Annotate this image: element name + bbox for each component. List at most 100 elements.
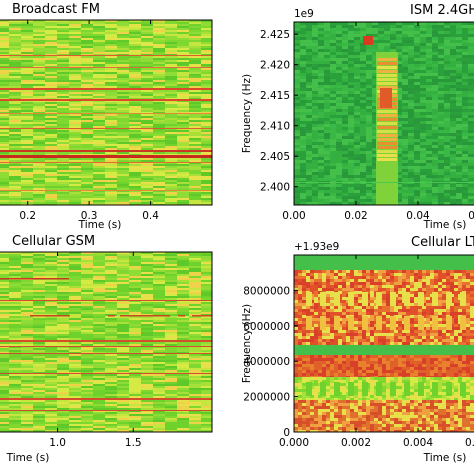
spectrogram-cell	[93, 354, 105, 356]
spectrogram-cell	[165, 306, 177, 308]
spectrogram-cell	[45, 270, 57, 272]
spectrogram-cell	[129, 260, 141, 262]
spectrogram-cell	[450, 106, 456, 109]
spectrogram-cell	[153, 136, 165, 138]
spectrogram-cell	[33, 316, 45, 318]
spectrogram-cell	[294, 52, 300, 55]
spectrogram-cell	[81, 276, 93, 278]
spectrogram-cell	[9, 122, 21, 124]
spectrogram-cell	[366, 67, 372, 70]
spectrogram-cell	[360, 76, 366, 79]
spectrogram-cell	[462, 133, 468, 136]
spectrogram-cell	[468, 55, 474, 58]
spectrogram-cell	[0, 324, 9, 326]
spectrogram-cell	[153, 140, 165, 142]
spectrogram-cell	[330, 34, 336, 37]
spectrogram-cell	[93, 118, 105, 120]
spectrogram-cell	[189, 36, 201, 38]
spectrogram-cell	[468, 61, 474, 64]
spectrogram-cell	[408, 175, 414, 178]
spectrogram-cell	[438, 82, 444, 85]
spectrogram-cell	[117, 24, 129, 26]
spectrogram-cell	[165, 358, 177, 360]
spectrogram-cell	[165, 278, 177, 280]
spectrogram-cell	[396, 121, 402, 124]
spectrogram-cell	[312, 109, 318, 112]
spectrogram-cell	[318, 79, 324, 82]
spectrogram-cell	[408, 133, 414, 136]
spectrogram-cell	[177, 330, 189, 332]
spectrogram-cell	[366, 127, 372, 130]
spectrogram-cell	[129, 308, 141, 310]
spectrogram-cell	[57, 172, 69, 174]
spectrogram-cell	[330, 115, 336, 118]
spectrogram-cell	[0, 60, 9, 62]
spectrogram-cell	[81, 186, 93, 188]
spectrogram-cell	[69, 82, 81, 84]
spectrogram-cell	[462, 85, 468, 88]
spectrogram-cell	[117, 376, 129, 378]
spectrogram-cell	[69, 60, 81, 62]
spectrogram-cell	[105, 396, 117, 398]
spectrogram-cell	[57, 164, 69, 166]
spectrogram-cell	[0, 264, 9, 266]
spectrogram-cell	[81, 26, 93, 28]
spectrogram-cell	[21, 354, 33, 356]
spectrogram-cell	[153, 108, 165, 110]
spectrogram-cell	[21, 400, 33, 402]
spectrogram-cell	[165, 282, 177, 284]
spectrogram-cell	[33, 180, 45, 182]
spectrogram-cell	[165, 118, 177, 120]
spectrogram-cell	[21, 158, 33, 160]
spectrogram-cell	[348, 151, 354, 154]
spectrogram-cell	[306, 151, 312, 154]
spectrogram-cell	[342, 106, 348, 109]
spectrogram-cell	[21, 130, 33, 132]
spectrogram-cell	[456, 160, 462, 163]
spectrogram-cell	[141, 188, 153, 190]
spectrogram-cell	[300, 121, 306, 124]
spectrogram-cell	[177, 30, 189, 32]
spectrogram-cell	[81, 350, 93, 352]
spectrogram-cell	[141, 40, 153, 42]
spectrogram-cell	[318, 175, 324, 178]
spectrogram-cell	[9, 270, 21, 272]
spectrogram-cell	[93, 160, 105, 162]
spectrogram-cell	[0, 80, 9, 82]
spectrogram-cell	[372, 127, 378, 130]
spectrogram-cell	[402, 175, 408, 178]
spectrogram-cell	[312, 58, 318, 61]
spectrogram-cell	[348, 22, 354, 25]
signal-burst-cell	[377, 122, 397, 125]
spectrogram-cell	[141, 318, 153, 320]
spectrogram-cell	[336, 49, 342, 52]
spectrogram-cell	[189, 272, 201, 274]
spectrogram-cell	[21, 330, 33, 332]
spectrogram-cell	[117, 374, 129, 376]
spectrogram-cell	[141, 60, 153, 62]
spectrogram-cell	[9, 130, 21, 132]
spectrogram-cell	[420, 178, 426, 181]
spectrogram-cell	[348, 160, 354, 163]
spectrogram-cell	[360, 151, 366, 154]
spectrogram-cell	[189, 28, 201, 30]
spectrogram-cell	[129, 362, 141, 364]
spectrogram-cell	[354, 82, 360, 85]
spectrogram-cell	[33, 182, 45, 184]
spectrogram-cell	[462, 130, 468, 133]
spectrogram-cell	[426, 37, 432, 40]
spectrogram-cell	[189, 172, 201, 174]
spectrogram-cell	[93, 362, 105, 364]
spectrogram-cell	[420, 100, 426, 103]
spectrogram-cell	[294, 31, 300, 34]
spectrogram-cell	[336, 28, 342, 31]
spectrogram-cell	[153, 26, 165, 28]
spectrogram-cell	[105, 40, 117, 42]
spectrogram-cell	[312, 172, 318, 175]
spectrogram-cell	[165, 32, 177, 34]
spectrogram-cell	[468, 46, 474, 49]
spectrogram-cell	[117, 366, 129, 368]
spectrogram-cell	[408, 151, 414, 154]
spectrogram-cell	[177, 176, 189, 178]
spectrogram-cell	[117, 260, 129, 262]
